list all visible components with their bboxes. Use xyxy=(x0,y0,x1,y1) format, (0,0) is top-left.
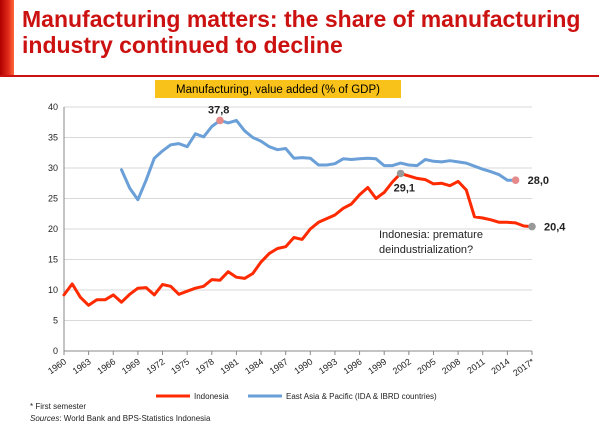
x-tick-label: 1990 xyxy=(292,356,314,376)
x-tick-label: 1996 xyxy=(342,356,364,376)
x-tick-label: 1987 xyxy=(268,356,290,376)
sources-label: Sources xyxy=(30,414,60,423)
value-markers: 37,8 29,1 28,0 20,4 xyxy=(208,104,566,233)
annotation: Indonesia: premature deindustrialization… xyxy=(379,229,483,256)
y-tick-label: 15 xyxy=(48,255,58,265)
footnote: * First semester xyxy=(30,402,87,411)
value-marker xyxy=(511,176,520,184)
y-tick-label: 5 xyxy=(53,316,58,326)
x-tick-label: 2008 xyxy=(440,356,462,376)
series-lines xyxy=(62,118,534,307)
x-tick-label: 1972 xyxy=(145,356,167,376)
value-label: 37,8 xyxy=(208,104,229,116)
y-tick-label: 30 xyxy=(48,163,58,173)
x-tick-label: 1978 xyxy=(194,356,216,376)
chart-title: Manufacturing, value added (% of GDP) xyxy=(176,84,380,96)
x-tick-label: 1966 xyxy=(95,356,117,376)
value-label: 28,0 xyxy=(528,175,549,187)
value-label: 20,4 xyxy=(544,222,566,234)
chart-title-box xyxy=(155,80,401,98)
value-marker xyxy=(396,169,405,178)
x-tick-label: 2011 xyxy=(465,356,487,375)
x-tick-label: 1984 xyxy=(243,356,265,376)
title-accent-bar xyxy=(0,0,14,75)
sources-note: Sources: World Bank and BPS-Statistics I… xyxy=(30,414,210,423)
legend-label: East Asia & Pacific (IDA & IBRD countrie… xyxy=(286,392,437,401)
annotation-line-2: deindustrialization? xyxy=(379,244,473,256)
y-tick-label: 10 xyxy=(48,285,58,295)
page-title: Manufacturing matters: the share of manu… xyxy=(22,6,581,58)
series-line-indonesia xyxy=(62,172,534,307)
sources-text: : World Bank and BPS-Statistics Indonesi… xyxy=(59,414,211,423)
value-marker xyxy=(216,116,224,125)
value-marker xyxy=(528,222,536,231)
x-tick-label: 1981 xyxy=(218,356,240,376)
y-tick-label: 0 xyxy=(53,346,58,356)
x-tick-label: 1969 xyxy=(120,356,142,376)
legend: Indonesia East Asia & Pacific (IDA & IBRD… xyxy=(156,392,437,401)
y-tick-label: 20 xyxy=(48,224,58,234)
annotation-line-1: Indonesia: premature xyxy=(379,229,483,241)
x-tick-label: 1999 xyxy=(366,356,388,376)
grid-lines xyxy=(64,106,532,321)
title-divider xyxy=(0,75,599,77)
chart-title-group: Manufacturing, value added (% of GDP) xyxy=(155,80,401,98)
x-tick-label: 1975 xyxy=(169,356,191,376)
value-label: 29,1 xyxy=(394,182,415,194)
x-tick-label: 1993 xyxy=(317,356,339,376)
x-tick-label: 1960 xyxy=(46,356,68,376)
x-tick-label: 2017* xyxy=(511,356,536,378)
x-tick-label: 1963 xyxy=(71,356,93,376)
x-tick-label: 2014 xyxy=(489,356,511,376)
x-tick-label: 2002 xyxy=(391,356,413,376)
y-tick-label: 35 xyxy=(48,133,58,143)
x-tick-label: 2005 xyxy=(415,356,437,376)
series-line-east-asia-pacific xyxy=(120,118,518,202)
y-tick-label: 40 xyxy=(48,102,58,112)
y-tick-label: 25 xyxy=(48,194,58,204)
legend-label: Indonesia xyxy=(194,392,229,401)
